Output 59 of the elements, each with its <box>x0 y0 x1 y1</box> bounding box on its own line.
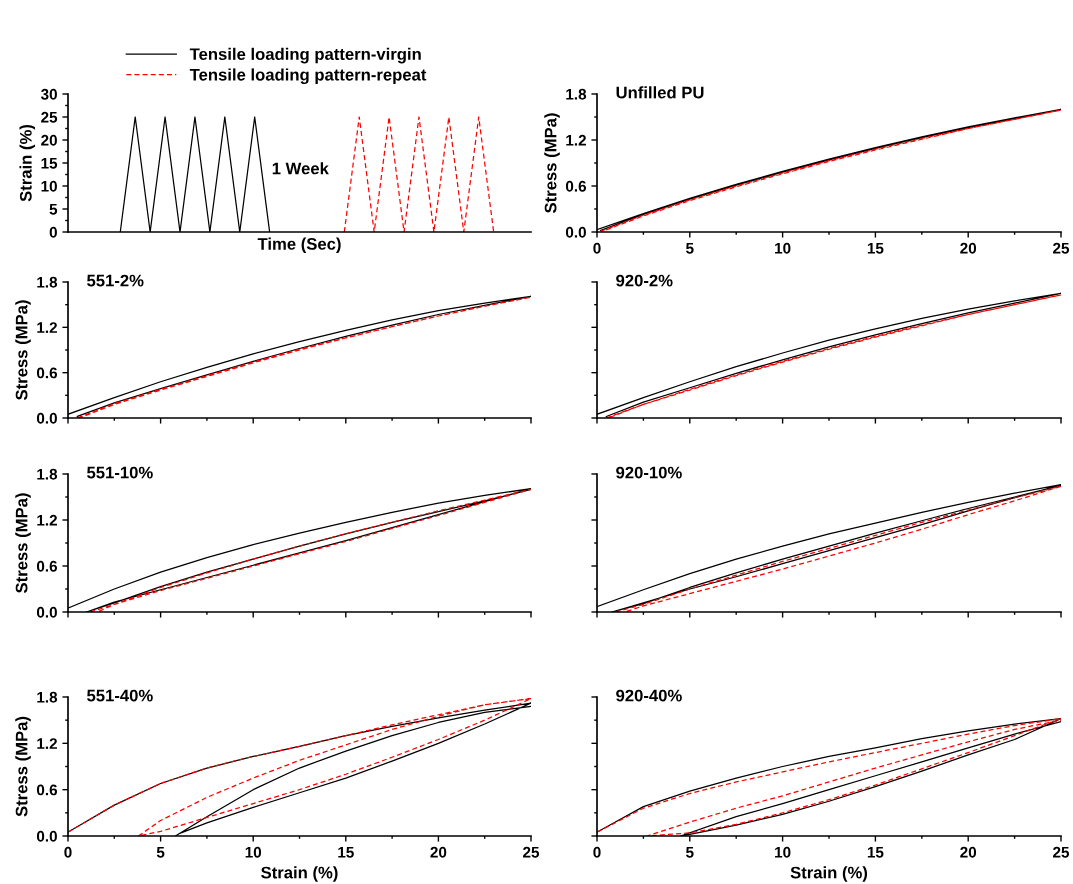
y-tick-label: 10 <box>41 180 57 192</box>
x-tick-label: 15 <box>867 242 884 254</box>
y-tick-label: 1.2 <box>37 322 57 333</box>
y-tick-label: 0.6 <box>36 367 58 379</box>
y-tick-label: 0.6 <box>565 180 587 192</box>
x-tick-label: 10 <box>775 242 791 254</box>
annotation: 1 Week <box>272 162 329 175</box>
y-axis-title: Strain (%) <box>19 124 36 202</box>
y-tick-label: 30 <box>40 88 57 100</box>
x-tick-label: 5 <box>686 846 694 858</box>
chart-title: 551-40% <box>87 689 153 702</box>
x-axis-title: Time (Sec) <box>257 237 341 254</box>
x-tick-label: 0 <box>593 242 601 254</box>
y-tick-label: 1.8 <box>37 691 58 703</box>
x-tick-label: 20 <box>960 846 977 858</box>
y-tick-label: 0 <box>49 226 57 238</box>
y-tick-label: 0.0 <box>36 830 57 842</box>
x-tick-label: 15 <box>867 846 884 858</box>
x-tick-label: 5 <box>156 846 165 858</box>
x-tick-label: 10 <box>245 846 262 858</box>
x-tick-label: 20 <box>430 846 447 858</box>
y-tick-label: 1.2 <box>37 738 57 749</box>
y-axis-title: Stress (MPa) <box>15 493 31 593</box>
y-axis-title: Stress (MPa) <box>544 113 560 213</box>
legend-label: Tensile loading pattern-repeat <box>189 68 427 84</box>
legend-label: Tensile loading pattern-virgin <box>189 47 421 64</box>
y-tick-label: 0.6 <box>36 784 58 796</box>
chart-title: 551-10% <box>87 466 153 479</box>
chart-title: 920-10% <box>616 466 682 479</box>
y-tick-label: 0.0 <box>565 226 586 238</box>
y-tick-label: 0.0 <box>36 412 57 424</box>
y-tick-label: 1.8 <box>566 88 587 100</box>
x-tick-label: 5 <box>686 242 694 254</box>
x-tick-label: 20 <box>960 242 977 254</box>
chart-title: 920-2% <box>616 274 673 287</box>
chart-title: Unfilled PU <box>616 86 704 99</box>
chart-title: 920-40% <box>616 689 682 702</box>
x-tick-label: 25 <box>1053 242 1070 254</box>
y-tick-label: 1.2 <box>37 514 57 526</box>
y-axis-title: Stress (MPa) <box>15 300 31 400</box>
chart-title: 551-2% <box>87 274 144 287</box>
y-tick-label: 5 <box>49 204 58 215</box>
y-axis-title: Stress (MPa) <box>15 716 31 817</box>
y-tick-label: 1.8 <box>37 276 58 288</box>
y-tick-label: 0.0 <box>36 606 57 618</box>
x-tick-label: 10 <box>775 846 791 858</box>
y-tick-label: 1.2 <box>566 134 586 146</box>
x-axis-title: Strain (%) <box>790 866 868 882</box>
y-tick-label: 20 <box>41 134 57 146</box>
y-tick-label: 0.6 <box>36 560 58 572</box>
y-tick-label: 25 <box>41 111 58 123</box>
y-tick-label: 1.8 <box>37 468 58 480</box>
x-tick-label: 0 <box>593 846 601 858</box>
x-tick-label: 25 <box>1053 846 1070 858</box>
x-tick-label: 0 <box>64 846 72 858</box>
x-axis-title: Strain (%) <box>261 866 338 882</box>
x-tick-label: 15 <box>338 846 354 858</box>
x-tick-label: 25 <box>523 846 540 858</box>
y-tick-label: 15 <box>41 158 58 169</box>
